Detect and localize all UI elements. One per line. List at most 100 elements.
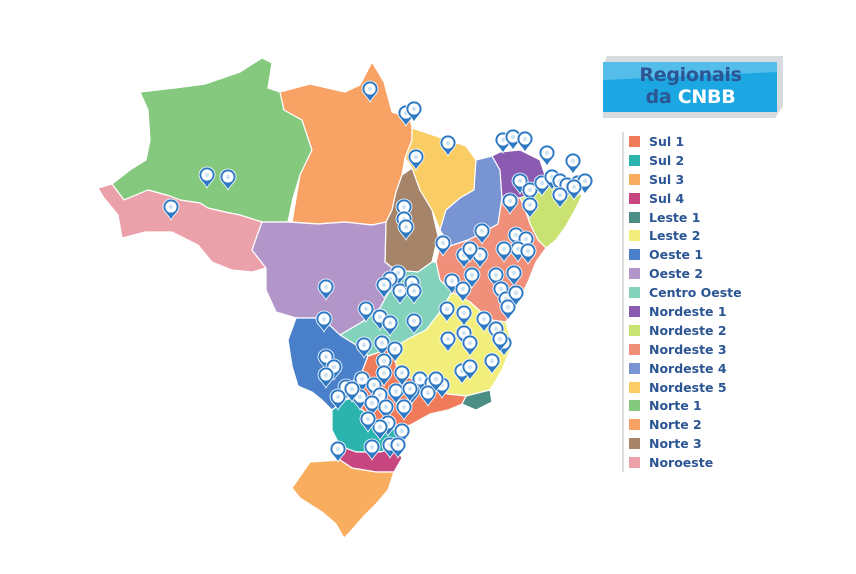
map-marker-icon[interactable] [463, 266, 481, 289]
map-marker-icon[interactable] [439, 134, 457, 157]
legend-label: Leste 2 [649, 228, 701, 244]
map-marker-icon[interactable] [405, 282, 423, 305]
map-marker-icon[interactable] [419, 384, 437, 407]
map-marker-icon[interactable] [434, 234, 452, 257]
map-marker-icon[interactable] [407, 148, 425, 171]
map-marker-icon[interactable] [499, 298, 517, 321]
map-marker-icon[interactable] [495, 240, 513, 263]
map-marker-icon[interactable] [317, 366, 335, 389]
map-marker-icon[interactable] [438, 300, 456, 323]
map-marker-icon[interactable] [377, 398, 395, 421]
legend-item: Leste 1 [624, 208, 764, 227]
map-marker-icon[interactable] [395, 198, 413, 221]
legend-label: Norte 1 [649, 398, 702, 414]
map-marker-icon[interactable] [375, 352, 393, 375]
legend-swatch [629, 154, 640, 166]
map-marker-icon[interactable] [521, 196, 539, 219]
map-marker-icon[interactable] [357, 300, 375, 323]
map-title: Regionais da CNBB [603, 64, 778, 108]
map-marker-icon[interactable] [454, 280, 472, 303]
map-marker-icon[interactable] [363, 438, 381, 461]
legend-label: Nordeste 4 [649, 360, 727, 376]
title-line-1: Regionais [639, 64, 742, 86]
map-marker-icon[interactable] [516, 130, 534, 153]
map-marker-icon[interactable] [455, 304, 473, 327]
map-marker-icon[interactable] [386, 340, 404, 363]
legend-swatch [629, 324, 640, 336]
map-marker-icon[interactable] [461, 240, 479, 263]
map-marker-icon[interactable] [315, 310, 333, 333]
map-marker-icon[interactable] [405, 312, 423, 335]
map-marker-icon[interactable] [363, 394, 381, 417]
map-marker-icon[interactable] [487, 266, 505, 289]
legend-label: Nordeste 1 [649, 303, 727, 319]
legend-item: Sul 2 [624, 151, 764, 170]
map-marker-icon[interactable] [519, 242, 537, 265]
legend-label: Centro Oeste [649, 285, 742, 301]
legend-item: Norte 3 [624, 434, 764, 453]
legend-item: Norte 2 [624, 415, 764, 434]
map-marker-icon[interactable] [375, 364, 393, 387]
legend-item: Nordeste 2 [624, 321, 764, 340]
map-marker-icon[interactable] [198, 166, 216, 189]
map-marker-icon[interactable] [507, 284, 525, 307]
map-marker-icon[interactable] [375, 276, 393, 299]
legend-swatch [629, 268, 640, 280]
map-marker-icon[interactable] [359, 410, 377, 433]
map-marker-icon[interactable] [317, 278, 335, 301]
map-marker-icon[interactable] [405, 100, 423, 123]
map-marker-icon[interactable] [439, 330, 457, 353]
map-marker-icon[interactable] [504, 128, 522, 151]
legend-item: Noroeste [624, 453, 764, 472]
legend-label: Noroeste [649, 455, 714, 471]
map-marker-icon[interactable] [401, 380, 419, 403]
map-marker-icon[interactable] [393, 364, 411, 387]
map-marker-icon[interactable] [551, 186, 569, 209]
legend-swatch [629, 400, 640, 412]
map-marker-icon[interactable] [483, 352, 501, 375]
map-marker-icon[interactable] [393, 422, 411, 445]
map-marker-icon[interactable] [389, 436, 407, 459]
map-marker-icon[interactable] [381, 314, 399, 337]
legend-label: Nordeste 5 [649, 379, 727, 395]
legend-label: Leste 1 [649, 209, 701, 225]
map-marker-icon[interactable] [501, 192, 519, 215]
map-marker-icon[interactable] [361, 80, 379, 103]
legend-swatch [629, 343, 640, 355]
map-marker-icon[interactable] [443, 272, 461, 295]
title-line-2-highlight: CNBB [677, 86, 736, 108]
map-marker-icon[interactable] [565, 178, 583, 201]
map-marker-icon[interactable] [564, 152, 582, 175]
map-marker-icon[interactable] [343, 380, 361, 403]
map-marker-icon[interactable] [511, 172, 529, 195]
legend-label: Norte 3 [649, 436, 702, 452]
map-marker-icon[interactable] [505, 264, 523, 287]
legend-label: Sul 2 [649, 152, 685, 168]
legend-item: Oeste 2 [624, 264, 764, 283]
legend-item: Oeste 1 [624, 245, 764, 264]
map-marker-icon[interactable] [387, 382, 405, 405]
map-marker-icon[interactable] [397, 218, 415, 241]
map-marker-icon[interactable] [576, 172, 594, 195]
region-sul-3[interactable] [291, 459, 395, 539]
map-marker-icon[interactable] [373, 334, 391, 357]
map-marker-icon[interactable] [391, 282, 409, 305]
map-marker-icon[interactable] [162, 198, 180, 221]
map-marker-icon[interactable] [329, 388, 347, 411]
map-marker-icon[interactable] [521, 181, 539, 204]
legend-label: Oeste 1 [649, 247, 704, 263]
map-marker-icon[interactable] [491, 330, 509, 353]
legend-swatch [629, 457, 640, 469]
map-marker-icon[interactable] [427, 370, 445, 393]
legend-label: Norte 2 [649, 417, 702, 433]
map-marker-icon[interactable] [371, 418, 389, 441]
map-marker-icon[interactable] [461, 334, 479, 357]
legend-item: Leste 2 [624, 226, 764, 245]
map-marker-icon[interactable] [538, 144, 556, 167]
map-marker-icon[interactable] [395, 398, 413, 421]
map-marker-icon[interactable] [219, 168, 237, 191]
map-marker-icon[interactable] [461, 358, 479, 381]
map-marker-icon[interactable] [329, 440, 347, 463]
map-marker-icon[interactable] [473, 222, 491, 245]
map-marker-icon[interactable] [355, 336, 373, 359]
